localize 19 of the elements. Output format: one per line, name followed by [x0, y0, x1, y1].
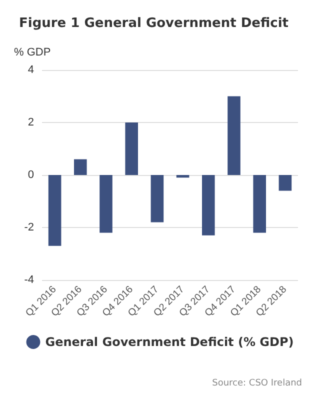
bar	[253, 175, 266, 233]
chart-title: Figure 1 General Government Deficit	[19, 16, 288, 31]
y-tick-label: 0	[28, 169, 34, 181]
bar	[48, 175, 62, 246]
bar	[74, 159, 87, 175]
source-note: Source: CSO Ireland	[212, 378, 302, 388]
y-tick-label: -4	[24, 274, 34, 286]
y-tick-label: 2	[28, 116, 34, 128]
y-tick-label: -2	[24, 222, 34, 234]
bar	[150, 175, 164, 222]
bar	[100, 175, 112, 233]
bar	[228, 96, 240, 175]
bar	[278, 175, 292, 191]
bar	[176, 175, 190, 178]
legend-label: General Government Deficit (% GDP)	[45, 335, 294, 349]
y-tick-label: 4	[28, 64, 34, 76]
bar	[125, 122, 138, 175]
bar	[202, 175, 215, 236]
y-axis-title: % GDP	[14, 46, 51, 58]
